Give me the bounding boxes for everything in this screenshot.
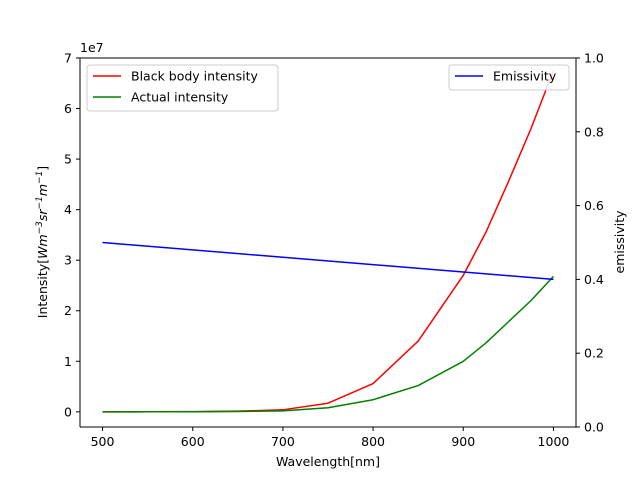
legend-label-black-body: Black body intensity [131,69,258,84]
y-right-tick-label: 0.2 [584,346,604,361]
y-left-tick-label: 1 [64,354,72,369]
y-left-label-sup1: −3 [35,221,45,235]
x-tick-label: 900 [451,434,475,449]
legend-right-box [448,64,570,91]
y-left-tick-label: 5 [64,152,72,167]
x-tick-label: 800 [361,434,385,449]
y-left-tick-label: 2 [64,303,72,318]
legend-label-emissivity: Emissivity [493,69,557,84]
x-tick-label: 700 [271,434,295,449]
legend-left: Black body intensity Actual intensity [86,64,279,112]
y-right-tick-label: 0.6 [584,198,604,213]
y-left-label-units: Wm [35,234,50,259]
y-left-tick-label: 0 [64,404,72,419]
y-left-offset-text: 1e7 [80,40,104,55]
y-right-tick-label: 0.4 [584,272,604,287]
y-left-tick-label: 7 [64,51,72,66]
legend-label-actual: Actual intensity [131,90,229,105]
y-left-label-sup2: −1 [35,196,45,209]
series-line-emissivity [102,241,554,281]
y-left-axis-ticks: 0 1 2 3 4 5 6 7 [64,51,80,419]
series-layer [102,70,555,413]
y-left-label-sup3: −1 [35,171,45,184]
y-left-axis-label: Intensity[Wm−3sr−1m−1] [35,166,50,318]
legend-right: Emissivity [448,64,570,91]
y-left-label-prefix: Intensity[ [35,259,50,318]
x-axis-label: Wavelength[nm] [276,454,380,469]
y-right-tick-label: 0.0 [584,420,604,435]
x-axis-ticks: 500 600 700 800 900 1000 [91,427,570,449]
x-tick-label: 600 [181,434,205,449]
y-left-label-suffix: ] [35,166,50,171]
x-tick-label: 1000 [538,434,570,449]
legend-left-box [86,64,279,112]
y-left-label-m: m [35,184,50,196]
y-right-tick-label: 0.8 [584,124,604,139]
y-left-tick-label: 3 [64,253,72,268]
plot-area [80,58,576,427]
y-right-tick-label: 1.0 [584,51,604,66]
y-left-label-mid: sr [35,209,50,222]
y-left-tick-label: 6 [64,101,72,116]
y-right-axis-ticks: 0.0 0.2 0.4 0.6 0.8 1.0 [576,51,604,435]
y-right-axis-label: emissivity [612,210,627,274]
series-line-actual-intensity [102,275,554,413]
y-left-tick-label: 4 [64,202,72,217]
x-tick-label: 500 [91,434,115,449]
axes-frame [79,57,577,428]
